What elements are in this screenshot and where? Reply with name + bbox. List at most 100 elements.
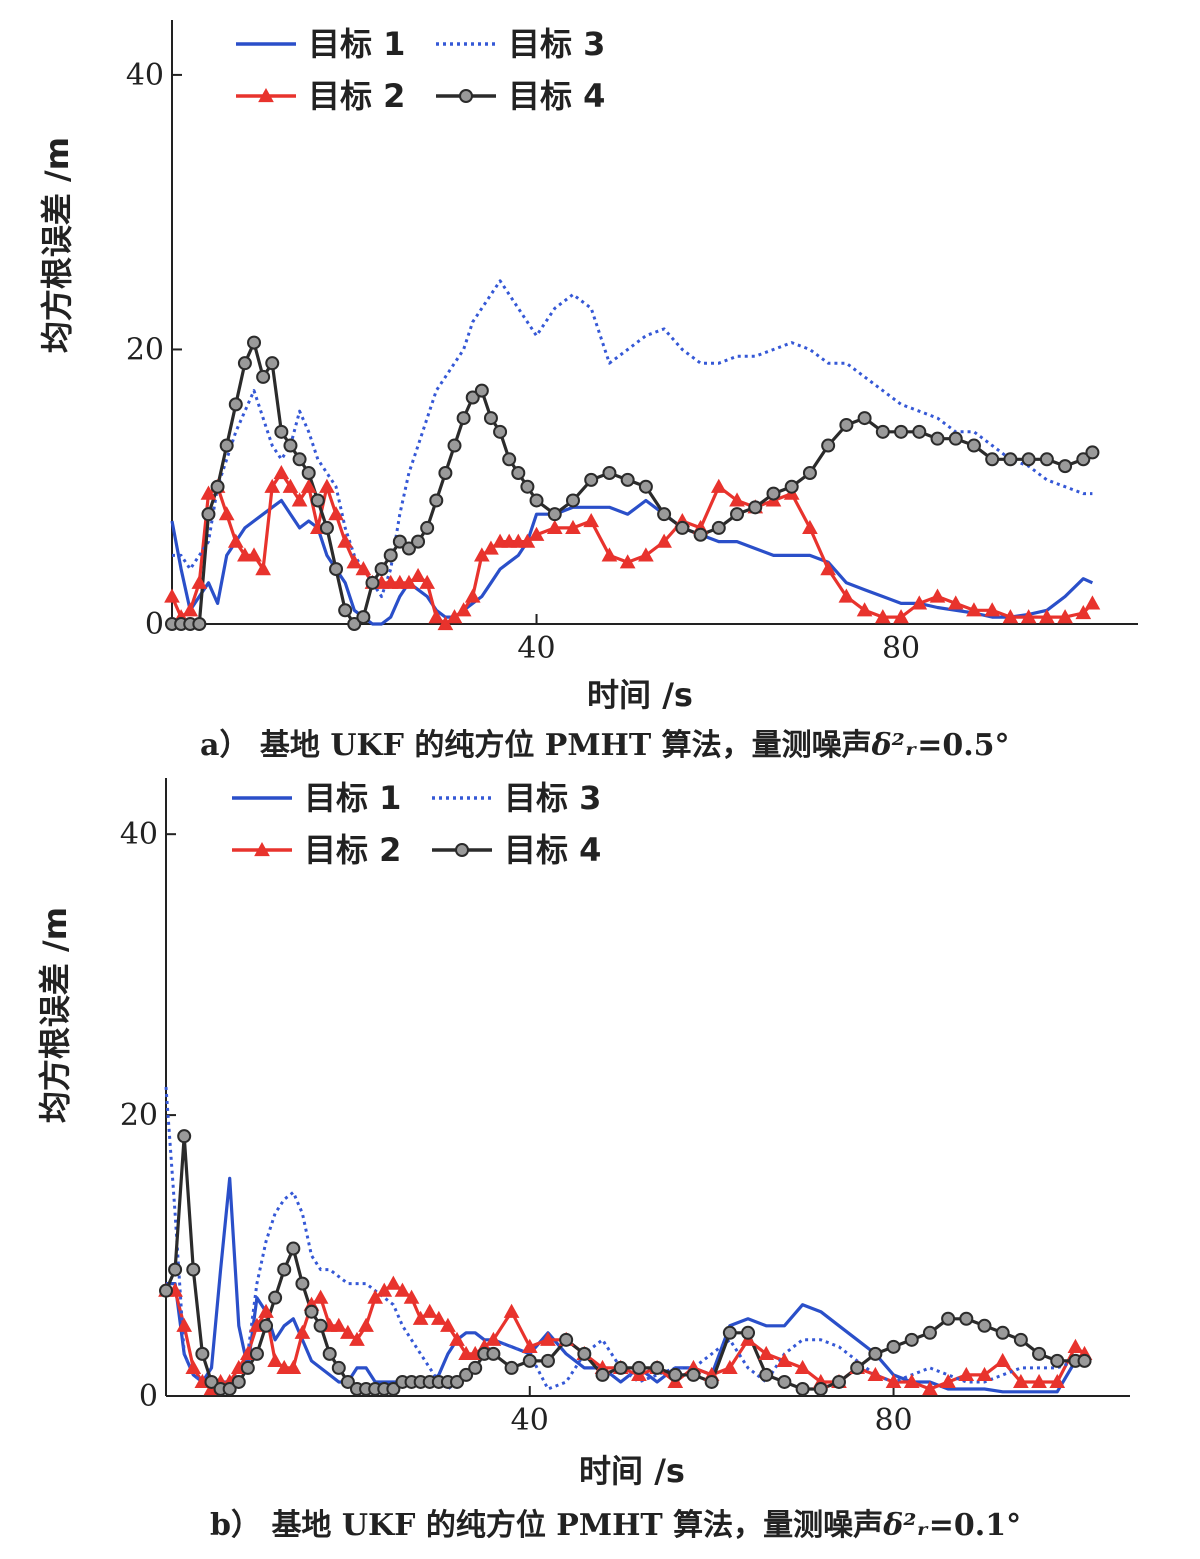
series-2-point [867, 1366, 884, 1382]
series-4-point [831, 1374, 846, 1389]
series-4-point [1003, 452, 1018, 467]
series-2-point [185, 1359, 202, 1375]
series-4-point [201, 507, 216, 522]
y-tick-label: 40 [120, 817, 158, 852]
series-4-point [922, 1325, 937, 1340]
series-4-point [504, 1360, 519, 1375]
series-2-point [300, 478, 317, 493]
series-4-point [301, 466, 316, 480]
series-4-point [904, 1332, 919, 1347]
series-2-point [619, 554, 636, 569]
series-4-point [638, 479, 653, 494]
markers-group-a [164, 335, 1101, 631]
series-2-point [328, 506, 344, 521]
series-2-point [446, 609, 463, 624]
series-2-point [410, 567, 426, 583]
series-2-point [312, 1289, 329, 1304]
series-2-point [273, 464, 290, 480]
series-4-point [340, 1374, 355, 1389]
series-2-point [337, 533, 354, 548]
series-4-point [447, 438, 462, 453]
series-2-point [966, 602, 982, 617]
series-2-point [838, 588, 855, 603]
caption-prefix-b: b） [210, 1508, 261, 1543]
series-4-point [210, 479, 225, 494]
series-4-point [748, 500, 763, 515]
x-axis-label-a: 时间 /s [587, 676, 693, 714]
series-4-point [777, 1374, 792, 1389]
plot-area-a: 40 80 0 20 40 [126, 20, 1138, 666]
series-4-point [529, 493, 544, 508]
series-4-point [522, 1353, 537, 1368]
legend-label-4: 目标 4 [508, 77, 605, 115]
series-4-point [613, 1360, 628, 1375]
series-4-point [392, 534, 407, 549]
series-2-point [984, 602, 1001, 617]
series-4-point [839, 417, 854, 432]
series-line-3 [172, 279, 1093, 598]
series-4-point [277, 1262, 292, 1277]
series-2-point [483, 540, 499, 555]
series-4-point [704, 1374, 719, 1389]
series-4-point [222, 1381, 237, 1396]
series-2-point [519, 533, 536, 548]
x-tick-label: 40 [511, 1403, 549, 1438]
series-4-point [1039, 452, 1054, 467]
series-4-point [168, 1262, 183, 1277]
series-2-point [546, 519, 563, 535]
series-4-point [1032, 1346, 1047, 1361]
series-4-point [295, 1276, 310, 1291]
x-tick-label: 80 [882, 631, 920, 666]
series-2-point [455, 602, 472, 617]
y-tick-label: 20 [126, 332, 164, 367]
series-2-point [437, 615, 454, 631]
series-4-point [1013, 1332, 1028, 1347]
series-4-point [304, 1304, 319, 1319]
series-4-point [231, 1374, 246, 1389]
series-4-point [159, 1283, 173, 1298]
series-2-point [264, 478, 281, 493]
series-4-point [474, 383, 489, 398]
series-2-point [893, 609, 909, 624]
series-4-point [237, 356, 252, 371]
series-4-point [1021, 452, 1036, 467]
series-4-point [450, 1374, 465, 1389]
y-tick-label: 40 [126, 58, 164, 93]
series-4-point [857, 411, 872, 426]
legend-a: 目标 1 目标 3 目标 2 目标 4 [236, 25, 605, 115]
series-2-point [903, 1373, 920, 1389]
series-4-point [286, 1241, 301, 1256]
series-4-point [693, 527, 708, 542]
series-4-point [310, 493, 325, 508]
series-4-point [813, 1381, 828, 1396]
series-4-point [1085, 445, 1100, 460]
series-2-point [856, 602, 873, 617]
series-4-point [657, 507, 672, 522]
series-4-point [256, 369, 271, 384]
series-4-point [411, 534, 426, 549]
legend-label-4: 目标 4 [504, 831, 601, 869]
series-4-point [759, 1367, 774, 1382]
series-2-point [449, 1331, 465, 1346]
series-2-point [1075, 604, 1092, 620]
legend-label-1: 目标 1 [304, 779, 401, 817]
series-2-point [601, 547, 618, 562]
series-4-point [1076, 452, 1091, 467]
series-2-point [349, 1331, 365, 1346]
series-2-point [885, 1373, 902, 1389]
series-2-point [940, 1373, 956, 1389]
series-4-point [686, 1367, 701, 1382]
series-4-point [493, 424, 508, 439]
series-2-point [218, 506, 235, 521]
legend-label-1: 目标 1 [308, 25, 405, 63]
x-tick-label: 80 [874, 1403, 912, 1438]
series-2-point [394, 1282, 411, 1297]
series-2-point [1020, 609, 1037, 624]
legend-label-3: 目标 3 [504, 779, 601, 817]
y-tick-label: 0 [139, 1379, 158, 1414]
series-2-point [267, 1352, 283, 1367]
series-4-point [511, 466, 526, 480]
x-tick-label: 40 [517, 631, 555, 666]
